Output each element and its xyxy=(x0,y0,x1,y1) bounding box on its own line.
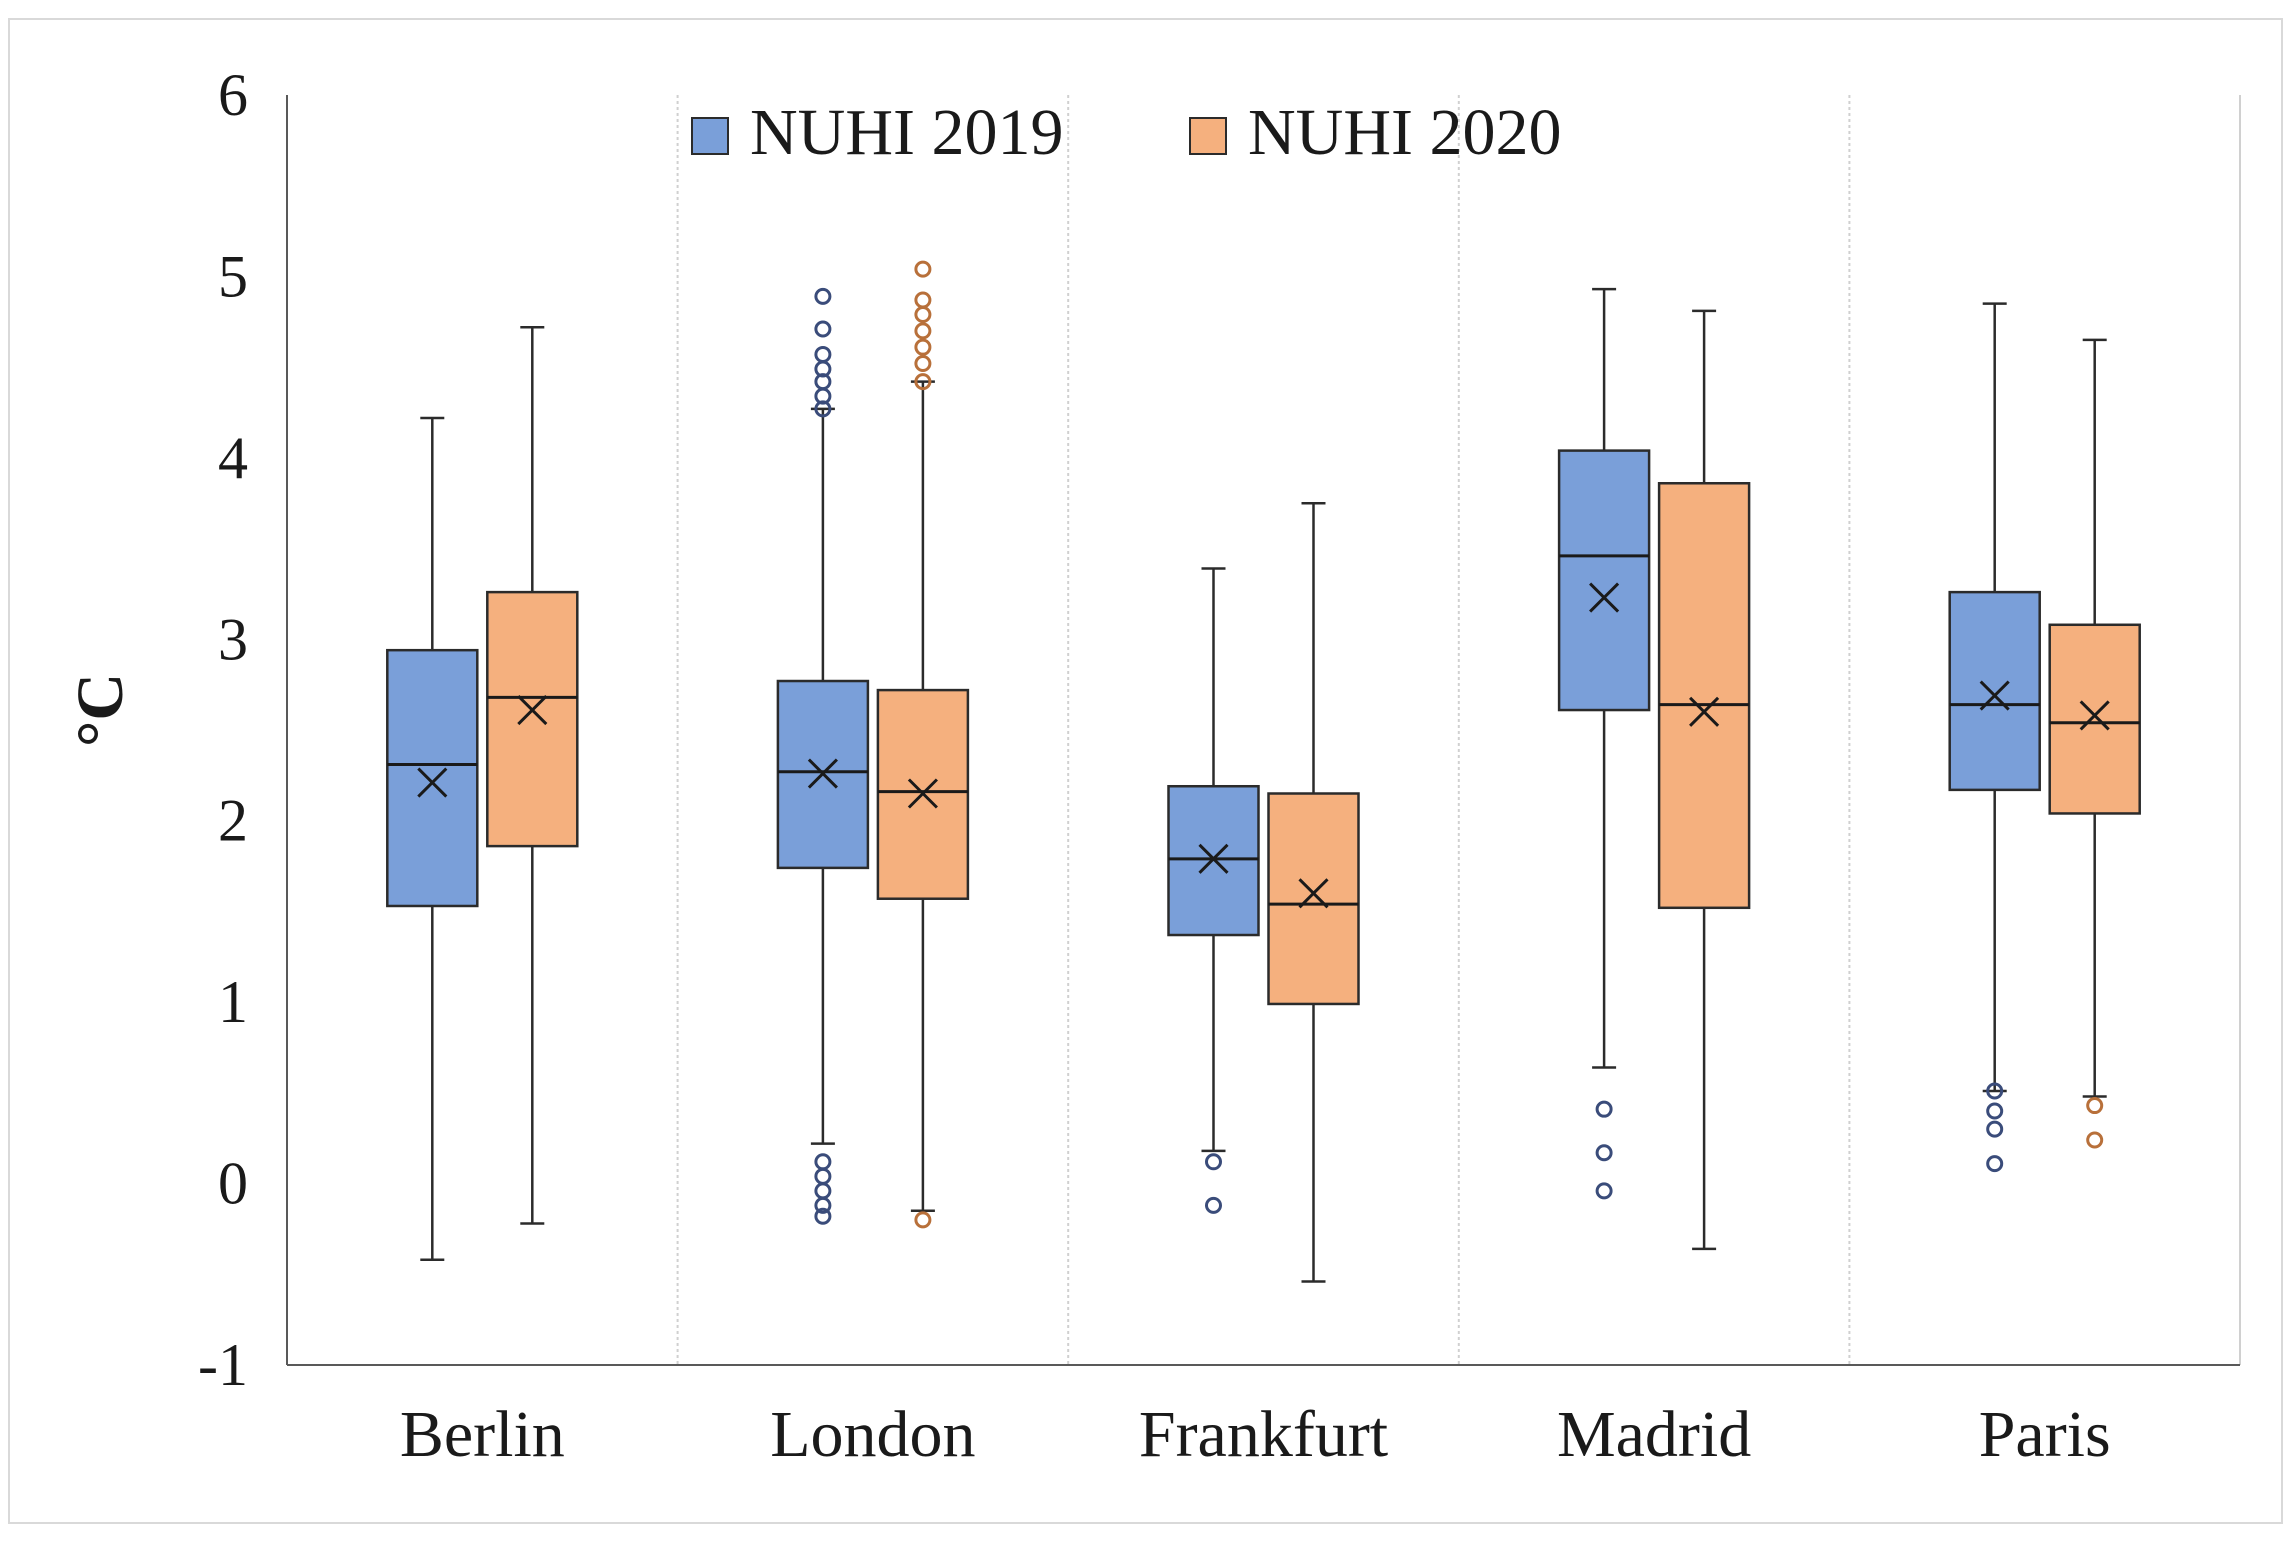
box-series xyxy=(386,260,2141,1283)
outlier-point xyxy=(1595,1182,1613,1200)
x-tick-labels: Berlin London Frankfurt Madrid Paris xyxy=(400,1398,2111,1471)
series-nuhi-2019 xyxy=(386,287,2041,1262)
outlier-point xyxy=(2086,1097,2104,1115)
outlier-point xyxy=(1986,1082,2004,1100)
y-tick-label: 3 xyxy=(218,606,248,672)
outlier-point xyxy=(814,345,832,363)
outlier-point xyxy=(914,373,932,391)
chart-frame: -1 0 1 2 3 4 5 6 Berlin London Frankfurt Madrid Par… xyxy=(8,18,2283,1524)
outlier-point xyxy=(814,1167,832,1185)
outlier-point xyxy=(914,291,932,309)
outlier-point xyxy=(2086,1131,2104,1149)
y-tick-label: 4 xyxy=(218,425,248,491)
legend-swatch xyxy=(1189,117,1227,155)
x-tick-label: London xyxy=(770,1398,975,1471)
x-tick-label: Paris xyxy=(1979,1398,2111,1471)
legend-swatch xyxy=(691,117,729,155)
outlier-point xyxy=(814,287,832,305)
outlier-point xyxy=(1595,1100,1613,1118)
outlier-point xyxy=(914,338,932,356)
axes xyxy=(286,95,2240,1366)
mean-marker xyxy=(1298,878,1329,909)
y-tick-label: 1 xyxy=(218,969,248,1035)
y-tick-label: 2 xyxy=(218,788,248,854)
box-london xyxy=(876,260,970,1229)
box-berlin xyxy=(486,325,579,1225)
box-berlin xyxy=(386,416,479,1262)
iqr-box xyxy=(1657,482,1751,910)
box-paris xyxy=(1948,302,2041,1173)
outlier-point xyxy=(914,1211,932,1229)
iqr-box xyxy=(486,590,579,848)
y-tick-label: 5 xyxy=(218,243,248,309)
outlier-point xyxy=(814,320,832,338)
x-tick-label: Madrid xyxy=(1557,1398,1751,1471)
category-separators xyxy=(676,95,2241,1365)
y-axis-label: °C xyxy=(64,673,137,747)
y-tick-label: -1 xyxy=(198,1332,248,1398)
mean-marker xyxy=(1689,696,1720,727)
mean-marker xyxy=(1198,843,1229,874)
x-tick-label: Berlin xyxy=(400,1398,565,1471)
mean-marker xyxy=(517,694,548,726)
box-plot-chart: -1 0 1 2 3 4 5 6 Berlin London Frankfurt Madrid Par… xyxy=(64,62,2241,1471)
legend: NUHI 2019 NUHI 2020 xyxy=(691,96,1561,169)
y-tick-label: 0 xyxy=(218,1151,248,1217)
legend-label: NUHI 2019 xyxy=(750,96,1063,169)
iqr-box xyxy=(1267,792,1360,1006)
iqr-box xyxy=(2048,623,2141,815)
mean-marker xyxy=(907,778,938,809)
box-frankfurt xyxy=(1267,501,1360,1283)
iqr-box xyxy=(1948,590,2041,792)
outlier-point xyxy=(814,1153,832,1171)
outlier-point xyxy=(1986,1120,2004,1138)
iqr-box xyxy=(1557,449,1651,712)
mean-marker xyxy=(417,767,448,798)
box-madrid xyxy=(1657,309,1751,1251)
outlier-point xyxy=(1595,1144,1613,1162)
series-nuhi-2020 xyxy=(486,260,2141,1283)
outlier-point xyxy=(814,1207,832,1225)
box-madrid xyxy=(1557,287,1651,1200)
outlier-point xyxy=(914,355,932,373)
mean-marker xyxy=(807,758,838,789)
outlier-point xyxy=(914,260,932,278)
outlier-point xyxy=(914,306,932,324)
outlier-point xyxy=(814,1182,832,1200)
x-tick-label: Frankfurt xyxy=(1139,1398,1388,1471)
box-london xyxy=(776,287,870,1225)
box-paris xyxy=(2048,338,2141,1149)
outlier-point xyxy=(914,322,932,340)
outlier-point xyxy=(1205,1153,1222,1171)
outlier-point xyxy=(1986,1155,2004,1173)
mean-marker xyxy=(1979,680,2010,711)
legend-label: NUHI 2020 xyxy=(1248,96,1561,169)
outlier-point xyxy=(1986,1102,2004,1120)
box-frankfurt xyxy=(1167,567,1260,1214)
y-tick-labels: -1 0 1 2 3 4 5 6 xyxy=(198,62,248,1398)
mean-marker xyxy=(1589,582,1620,613)
outlier-point xyxy=(1205,1196,1222,1214)
y-tick-label: 6 xyxy=(218,62,248,128)
iqr-box xyxy=(386,648,479,908)
mean-marker xyxy=(2079,700,2110,731)
